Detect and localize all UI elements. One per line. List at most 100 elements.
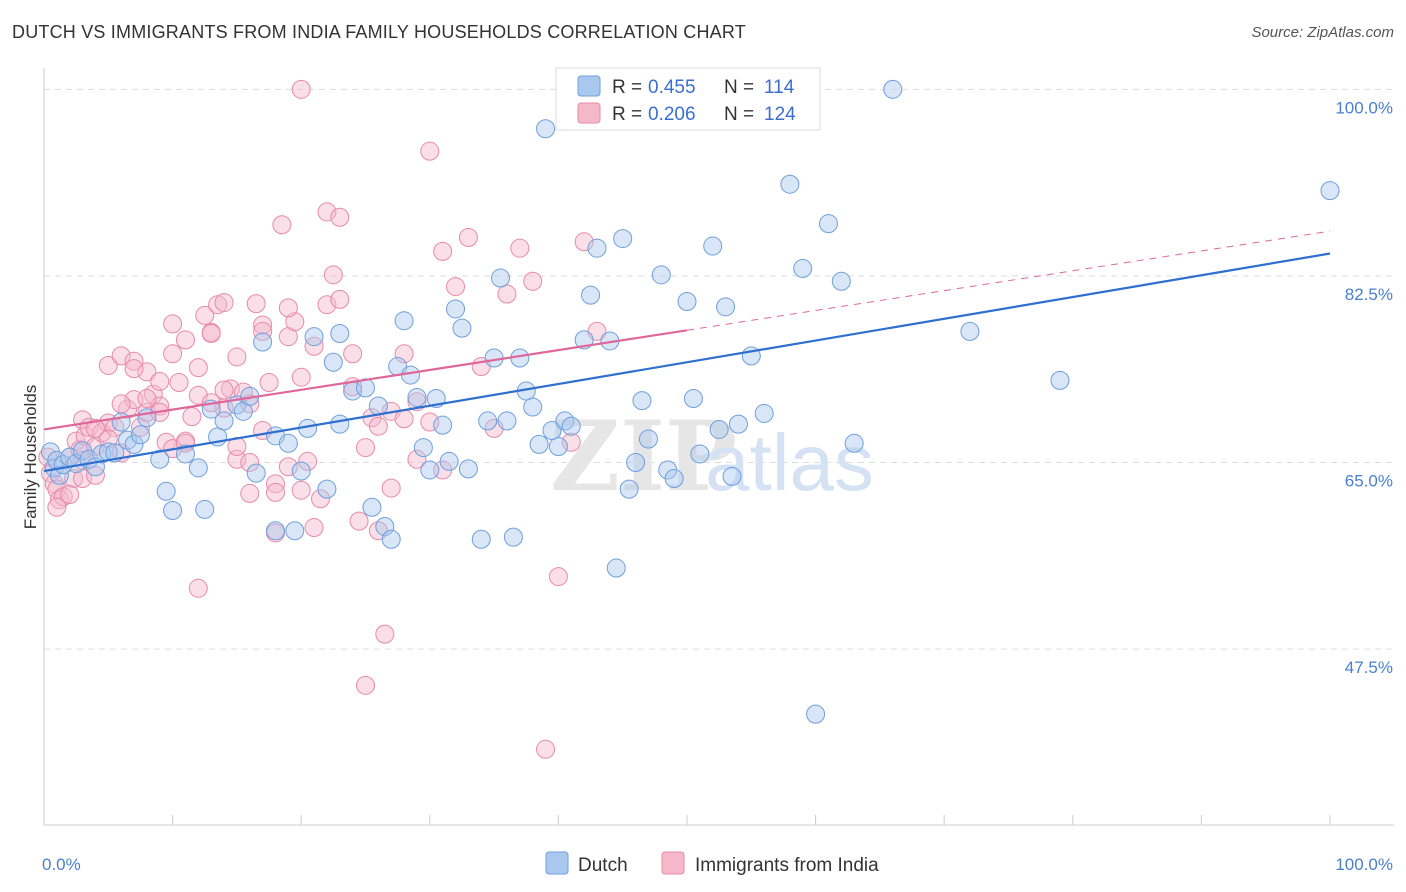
india-point (272, 215, 292, 235)
india-point (310, 489, 330, 509)
dutch-point (677, 291, 697, 311)
india-point (98, 355, 118, 375)
legend-n-label-dutch: N = (724, 77, 754, 98)
dutch-point (420, 460, 440, 480)
watermark-atlas: atlas (705, 418, 874, 507)
dutch-point (452, 318, 472, 338)
legend-n-value-india: 124 (764, 104, 796, 125)
dutch-point (304, 327, 324, 347)
axes (43, 68, 1394, 826)
india-point (420, 412, 440, 432)
india-point (227, 347, 247, 367)
y-tick-labels: 47.5% 65.0% 82.5% 100.0% (1335, 98, 1393, 677)
india-point (291, 367, 311, 387)
y-tick-label-1: 65.0% (1345, 471, 1393, 490)
india-point (368, 416, 388, 436)
india-point (304, 518, 324, 538)
grid-lines (44, 88, 1394, 650)
india-point (49, 490, 69, 510)
dutch-point (323, 352, 343, 372)
dutch-point (555, 411, 575, 431)
dutch-point (439, 451, 459, 471)
dutch-point (818, 214, 838, 234)
india-point (175, 330, 195, 350)
legend-r-value-india: 0.206 (648, 104, 696, 125)
india-point (446, 277, 466, 297)
dutch-point (703, 236, 723, 256)
top-legend: R = 0.455 N = 114 R = 0.206 N = 124 (555, 67, 821, 131)
dutch-point (780, 174, 800, 194)
dutch-point (394, 311, 414, 331)
watermark-zip: ZIP (550, 400, 737, 513)
dutch-point (806, 704, 826, 724)
dutch-point (163, 500, 183, 520)
dutch-point (548, 437, 568, 456)
dutch-point (523, 397, 543, 417)
india-point (253, 321, 273, 341)
dutch-point (529, 434, 549, 454)
india-point (285, 312, 305, 332)
dutch-point (253, 332, 273, 352)
india-point (246, 294, 266, 314)
dutch-point (613, 229, 633, 249)
dutch-point (716, 297, 736, 317)
india-point (278, 457, 298, 477)
india-point (169, 373, 189, 393)
dutch-point (446, 299, 466, 319)
india-trend-line (43, 329, 688, 431)
dutch-point (587, 238, 607, 258)
india-point (458, 228, 478, 248)
dutch-point (156, 481, 176, 501)
bottom-legend-dutch: Dutch (578, 855, 628, 876)
india-point (265, 482, 285, 502)
dutch-point (175, 444, 195, 464)
dutch-point (317, 479, 337, 499)
dutch-point (246, 463, 266, 483)
y-tick-label-2: 82.5% (1345, 285, 1393, 304)
dutch-point (581, 285, 601, 305)
dutch-point (478, 411, 498, 431)
india-point (323, 265, 343, 285)
india-point (182, 407, 202, 427)
dutch-point (413, 438, 433, 458)
dutch-point (137, 408, 157, 428)
india-point (195, 305, 215, 325)
dutch-point (491, 268, 511, 288)
dutch-point (960, 321, 980, 341)
dutch-point (1320, 181, 1340, 201)
dutch-point (638, 429, 658, 449)
dutch-point (1050, 370, 1070, 390)
dutch-point (709, 419, 729, 439)
y-axis-label: Family Households (21, 385, 40, 530)
dutch-point (278, 433, 298, 453)
bottom-legend-swatch-dutch (545, 851, 569, 875)
dutch-point (330, 414, 350, 434)
dutch-point (214, 411, 234, 431)
dutch-point (381, 529, 401, 549)
india-point (497, 284, 517, 304)
india-point (298, 451, 318, 471)
india-point (188, 358, 208, 378)
legend-r-value-dutch: 0.455 (648, 77, 696, 98)
india-point (561, 432, 581, 452)
dutch-point (188, 458, 208, 478)
india-point (137, 362, 157, 382)
legend-swatch-dutch (577, 75, 601, 97)
india-point (349, 511, 369, 531)
dutch-trend-line (43, 252, 1331, 473)
india-point (111, 394, 131, 414)
india-point (118, 399, 138, 419)
india-point (163, 344, 183, 364)
dutch-point (433, 415, 453, 435)
india-trend-extension (686, 230, 1331, 331)
india-point (356, 438, 375, 458)
watermark: ZIP atlas (550, 400, 874, 513)
india-point (291, 480, 311, 500)
dutch-point (722, 466, 742, 486)
dutch-point (831, 271, 851, 291)
x-tick-label-1: 100.0% (1335, 855, 1393, 874)
india-point (253, 315, 273, 335)
trend-lines (43, 230, 1331, 473)
india-point (420, 141, 440, 161)
